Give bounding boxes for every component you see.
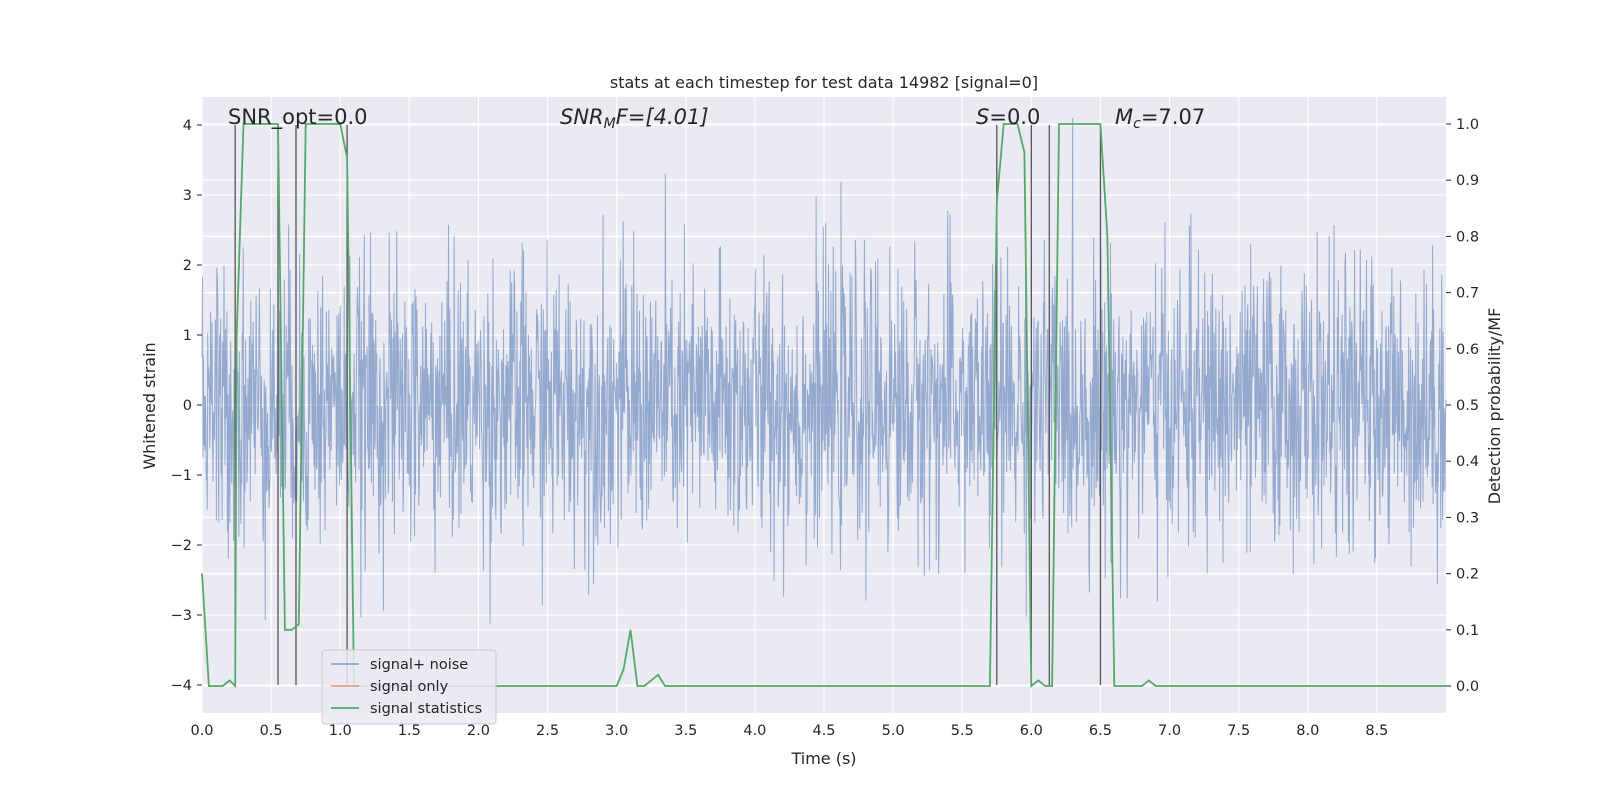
y-axis-label-right: Detection probability/MF bbox=[1485, 308, 1504, 505]
y-tick-label: −4 bbox=[171, 678, 192, 694]
x-tick-label: 8.5 bbox=[1365, 723, 1388, 739]
x-ticks: 0.0 0.5 1.0 1.5 2.0 2.5 3.0 3.5 4.0 4.5 5.0 5.5 6.0 6… bbox=[190, 723, 1388, 739]
y-tick-label: 3 bbox=[183, 188, 192, 204]
legend: signal+ noise signal only signal statist… bbox=[321, 649, 497, 725]
y-tick-label: 4 bbox=[183, 118, 192, 134]
annotation-mc: Mc=7.07 bbox=[1115, 105, 1205, 132]
x-tick-label: 6.5 bbox=[1089, 723, 1112, 739]
y-tick-label: −3 bbox=[171, 608, 192, 624]
x-tick-label: 1.0 bbox=[329, 723, 352, 739]
annotation-s: S=0.0 bbox=[976, 105, 1040, 129]
x-tick-label: 3.5 bbox=[674, 723, 697, 739]
y-right-tick-label: 0.0 bbox=[1456, 679, 1479, 695]
y-right-tick-label: 0.4 bbox=[1456, 454, 1479, 470]
y-tick-label: −2 bbox=[171, 538, 192, 554]
x-tick-label: 3.0 bbox=[605, 723, 628, 739]
y-right-tick-label: 0.3 bbox=[1456, 510, 1479, 526]
y-right-tick-label: 0.6 bbox=[1456, 342, 1479, 358]
y-tick-label: 1 bbox=[183, 328, 192, 344]
x-tick-label: 6.0 bbox=[1020, 723, 1043, 739]
y-right-tick-label: 0.7 bbox=[1456, 286, 1479, 302]
x-axis-label: Time (s) bbox=[790, 749, 856, 768]
y-right-tick-label: 0.2 bbox=[1456, 567, 1479, 583]
signal-noise-line bbox=[201, 117, 1447, 624]
x-tick-label: 5.5 bbox=[951, 723, 974, 739]
x-tick-label: 4.0 bbox=[743, 723, 766, 739]
legend-label-signal-only: signal only bbox=[370, 679, 449, 695]
x-tick-label: 8.0 bbox=[1296, 723, 1319, 739]
chart-title: stats at each timestep for test data 149… bbox=[610, 73, 1038, 92]
x-tick-label: 2.0 bbox=[467, 723, 490, 739]
x-tick-label: 4.5 bbox=[812, 723, 835, 739]
y-tick-label: −1 bbox=[171, 468, 192, 484]
x-tick-label: 7.0 bbox=[1158, 723, 1181, 739]
y-axis-label: Whitened strain bbox=[140, 342, 159, 469]
legend-box bbox=[321, 649, 497, 725]
y-ticks-right: 1.0 0.9 0.8 0.7 0.6 0.5 0.4 0.3 0.2 0.1 0.0 bbox=[1446, 117, 1479, 695]
y-tick-label: 0 bbox=[183, 398, 192, 414]
y-right-tick-label: 0.9 bbox=[1456, 173, 1479, 189]
signal-statistics-line bbox=[201, 123, 1446, 689]
x-tick-label: 5.0 bbox=[882, 723, 905, 739]
x-tick-label: 1.5 bbox=[398, 723, 421, 739]
annotation-snr-opt: SNR_opt=0.0 bbox=[228, 105, 368, 130]
noise-series bbox=[201, 117, 1447, 624]
y-ticks-left: 4 3 2 1 0 −1 −2 −3 −4 bbox=[171, 118, 202, 694]
legend-label-signal-statistics: signal statistics bbox=[370, 701, 482, 717]
y-right-tick-label: 0.8 bbox=[1456, 229, 1479, 245]
annotation-snr-mf: SNRMF=[4.01] bbox=[560, 105, 709, 132]
x-tick-label: 0.5 bbox=[260, 723, 283, 739]
y-right-tick-label: 1.0 bbox=[1456, 117, 1479, 133]
y-right-tick-label: 0.1 bbox=[1456, 623, 1479, 639]
y-tick-label: 2 bbox=[183, 258, 192, 274]
x-tick-label: 0.0 bbox=[190, 723, 213, 739]
legend-label-signal-noise: signal+ noise bbox=[370, 657, 468, 673]
x-tick-label: 7.5 bbox=[1227, 723, 1250, 739]
y-right-tick-label: 0.5 bbox=[1456, 398, 1479, 414]
x-tick-label: 2.5 bbox=[536, 723, 559, 739]
